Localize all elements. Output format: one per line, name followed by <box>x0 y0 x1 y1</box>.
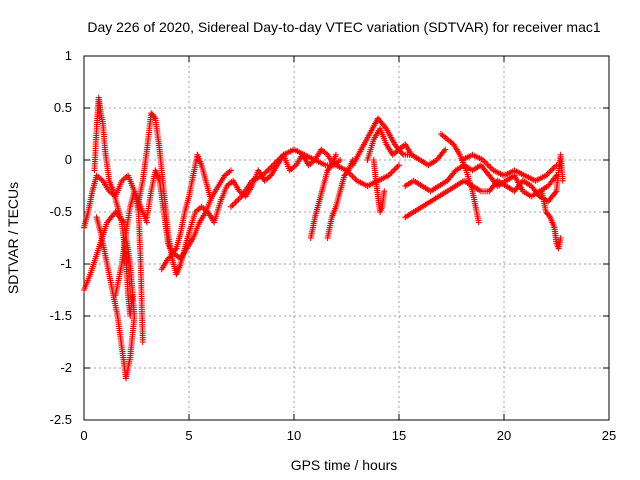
data-point <box>333 151 339 158</box>
series-track-3 <box>112 188 146 345</box>
data-point <box>475 219 482 226</box>
data-point <box>129 292 136 299</box>
series-track-18 <box>538 188 564 252</box>
x-tick-label: 10 <box>287 428 301 443</box>
data-point <box>396 162 402 169</box>
series-track-11 <box>349 115 449 169</box>
data-point <box>408 151 415 158</box>
series-track-12 <box>364 125 415 163</box>
series-track-4 <box>81 172 150 231</box>
x-tick-label: 5 <box>185 428 192 443</box>
data-point <box>442 146 449 153</box>
data-point <box>172 246 179 253</box>
y-tick-labels: -2.5 -2 -1.5 -1 -0.5 0 0.5 1 <box>50 48 72 427</box>
data-point <box>144 219 150 226</box>
y-tick-label: -0.5 <box>50 204 72 219</box>
series-track-10 <box>324 157 356 241</box>
x-tick-label: 20 <box>497 428 511 443</box>
series-track-7 <box>158 167 234 273</box>
data-point <box>557 235 564 241</box>
x-tick-label: 0 <box>80 428 87 443</box>
data-point <box>559 177 566 184</box>
grid <box>84 56 609 420</box>
data-point <box>381 188 388 195</box>
x-tick-label: 25 <box>602 428 616 443</box>
series-track-19 <box>553 151 566 195</box>
chart-title: Day 226 of 2020, Sidereal Day-to-day VTE… <box>87 19 600 35</box>
y-tick-label: 0 <box>65 152 72 167</box>
data-point <box>151 114 158 121</box>
y-tick-label: -2 <box>60 360 72 375</box>
data-point <box>139 339 146 345</box>
series-track-6 <box>144 151 213 257</box>
y-tick-label: -1.5 <box>50 308 72 323</box>
x-tick-label: 15 <box>392 428 406 443</box>
series-track-13 <box>370 157 388 215</box>
data-points <box>81 94 566 382</box>
y-tick-label: 0.5 <box>54 100 72 115</box>
x-axis-label: GPS time / hours <box>291 457 398 473</box>
series-track-15 <box>402 162 560 200</box>
data-point <box>93 214 100 221</box>
data-point <box>553 162 560 169</box>
plot-frame <box>83 55 610 421</box>
series-track-17 <box>459 151 560 184</box>
data-point <box>337 157 344 163</box>
y-tick-label: -1 <box>60 256 72 271</box>
x-tick-labels: 0 5 10 15 20 25 <box>80 428 616 443</box>
series-track-8 <box>228 146 402 210</box>
data-point <box>228 167 234 174</box>
y-tick-label: 1 <box>65 48 72 63</box>
y-axis-label: SDTVAR / TECUs <box>5 182 21 294</box>
y-tick-label: -2.5 <box>50 412 72 427</box>
series-track-9 <box>307 151 339 241</box>
